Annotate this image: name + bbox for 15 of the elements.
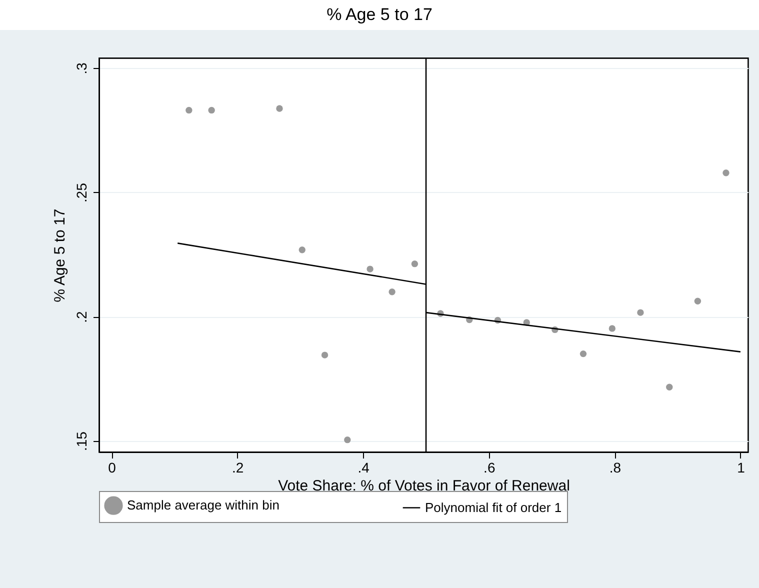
chart-title: % Age 5 to 17 xyxy=(326,4,434,26)
x-tick-label: .4 xyxy=(358,460,370,476)
y-tick-label: .2 xyxy=(74,310,90,323)
x-tick-label: .2 xyxy=(232,460,244,476)
x-tick-label: .6 xyxy=(484,460,496,476)
y-tick-label: .3 xyxy=(74,62,90,74)
y-tick-label: .15 xyxy=(74,431,90,452)
x-tick-label: .8 xyxy=(609,460,622,476)
legend-label: Sample average within bin xyxy=(127,498,280,513)
legend-label: Polynomial fit of order 1 xyxy=(425,500,562,515)
x-tick-label: 1 xyxy=(737,460,746,476)
x-axis-title: Vote Share: % of Votes in Favor of Renewal xyxy=(278,478,570,494)
x-tick-label: 0 xyxy=(108,460,116,476)
y-tick-label: .25 xyxy=(74,182,90,202)
y-axis-title: % Age 5 to 17 xyxy=(52,208,68,302)
